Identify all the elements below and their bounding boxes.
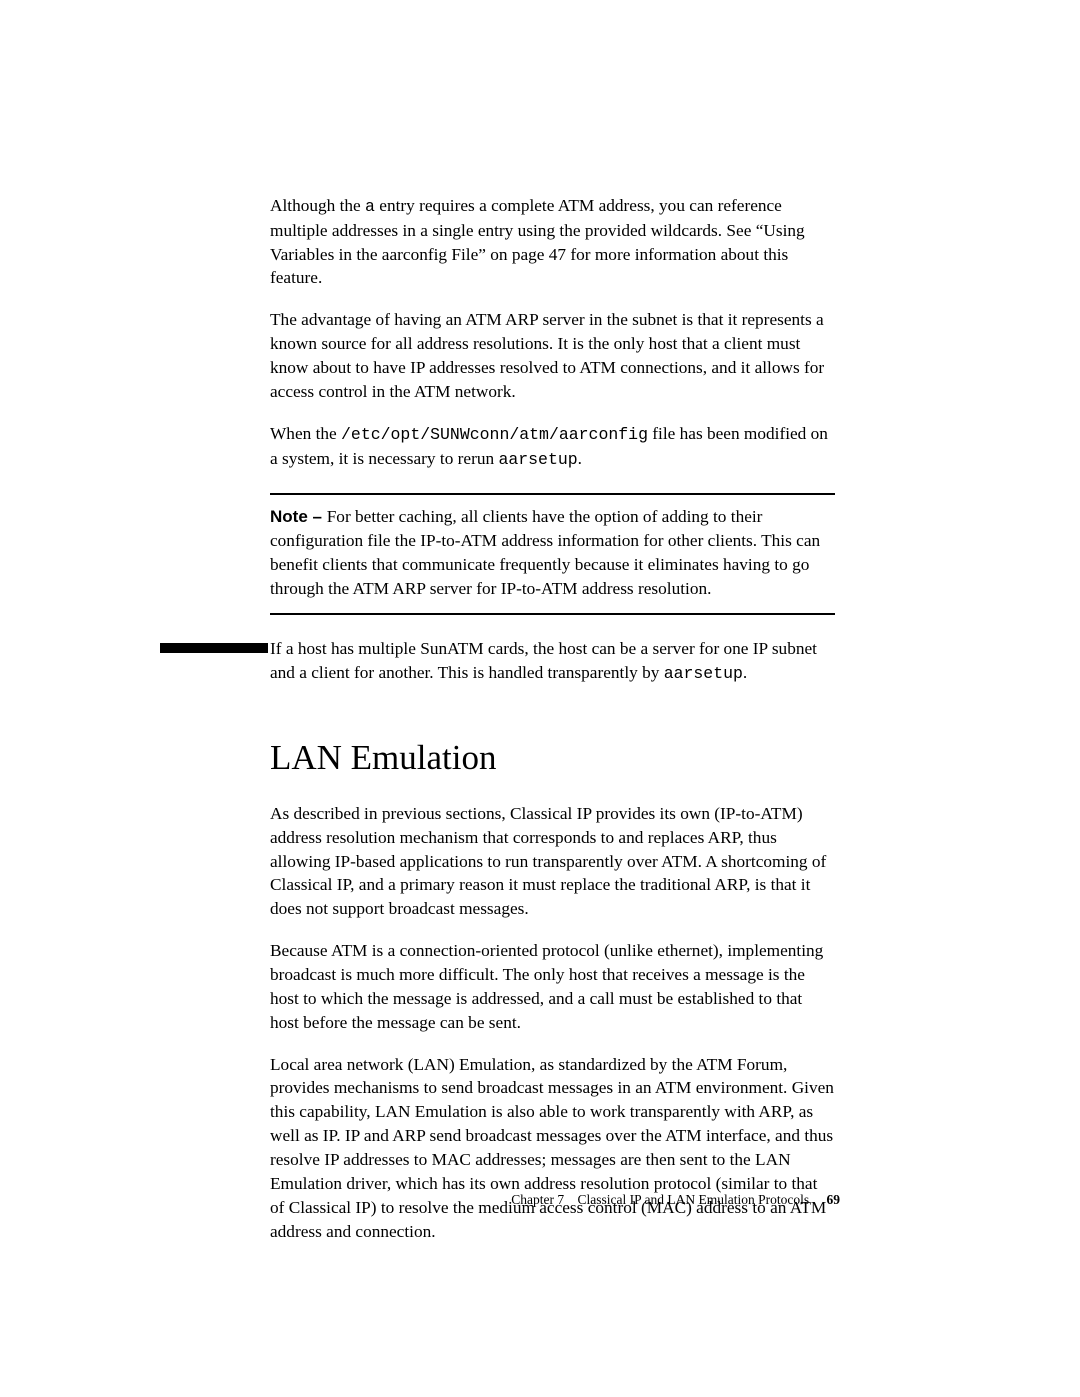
paragraph-7: Local area network (LAN) Emulation, as s… — [270, 1053, 835, 1244]
content-area: Although the a entry requires a complete… — [270, 194, 835, 1261]
paragraph-6: Because ATM is a connection-oriented pro… — [270, 939, 835, 1034]
page-footer: Chapter 7 Classical IP and LAN Emulation… — [0, 1192, 1080, 1208]
section-marker-bar — [160, 643, 268, 653]
paragraph-5: As described in previous sections, Class… — [270, 802, 835, 921]
p3-text-a: When the — [270, 424, 341, 443]
p3-text-c: . — [578, 449, 582, 468]
p3-code-2: aarsetup — [498, 450, 577, 469]
paragraph-2: The advantage of having an ATM ARP serve… — [270, 308, 835, 403]
p4-code: aarsetup — [664, 664, 743, 683]
note-box: Note – For better caching, all clients h… — [270, 493, 835, 614]
footer-page-number: 69 — [827, 1192, 841, 1207]
note-body: For better caching, all clients have the… — [270, 507, 820, 598]
footer-chapter-title: Classical IP and LAN Emulation Protocols — [578, 1192, 810, 1207]
p1-text-a: Although the — [270, 196, 365, 215]
page: Although the a entry requires a complete… — [0, 0, 1080, 1397]
p1-code: a — [365, 197, 375, 216]
paragraph-1: Although the a entry requires a complete… — [270, 194, 835, 290]
paragraph-4: If a host has multiple SunATM cards, the… — [270, 637, 835, 686]
note-paragraph: Note – For better caching, all clients h… — [270, 505, 835, 600]
section-heading-lan-emulation: LAN Emulation — [270, 739, 835, 778]
p4-text-b: . — [743, 663, 747, 682]
footer-chapter-label: Chapter 7 — [511, 1192, 564, 1207]
paragraph-3: When the /etc/opt/SUNWconn/atm/aarconfig… — [270, 422, 835, 472]
note-label: Note – — [270, 507, 327, 526]
p3-code-1: /etc/opt/SUNWconn/atm/aarconfig — [341, 425, 648, 444]
